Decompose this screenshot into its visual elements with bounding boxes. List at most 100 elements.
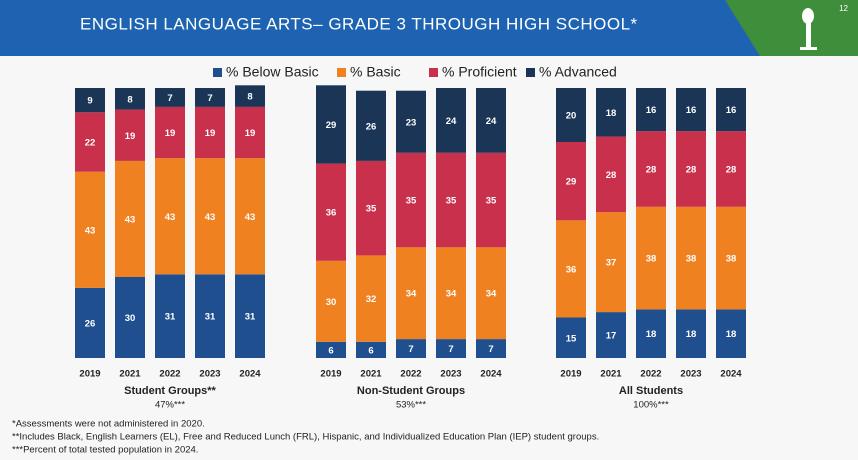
data-label: 7: [448, 344, 453, 355]
bar-segment: [115, 109, 145, 161]
data-label: 24: [446, 116, 457, 127]
bar-segment: [195, 274, 225, 358]
data-label: 19: [125, 131, 136, 142]
data-label: 16: [686, 105, 697, 116]
bar-segment: [155, 158, 185, 275]
data-label: 7: [488, 344, 493, 355]
data-label: 28: [606, 170, 617, 181]
bar-segment: [716, 206, 746, 310]
bar-segment: [676, 206, 706, 310]
bar-segment: [316, 163, 346, 261]
data-label: 19: [205, 128, 216, 139]
x-tick-label: 2019: [320, 369, 341, 380]
data-label: 19: [165, 128, 176, 139]
legend-label: % Basic: [350, 64, 401, 80]
bar-segment: [556, 220, 586, 318]
x-tick-label: 2024: [480, 369, 502, 380]
group-subtitle: 47%***: [155, 400, 185, 411]
data-label: 18: [606, 108, 617, 119]
bar-segment: [115, 277, 145, 358]
bar-segment: [716, 131, 746, 207]
legend-swatch: [337, 68, 346, 77]
data-label: 16: [726, 105, 737, 116]
bar-segment: [476, 152, 506, 248]
bar-segment: [356, 160, 386, 256]
data-label: 28: [686, 165, 697, 176]
bar-segment: [436, 247, 466, 340]
data-label: 36: [326, 208, 337, 219]
bar-segment: [436, 339, 466, 358]
bar-segment: [396, 339, 426, 358]
bar-segment: [636, 88, 666, 132]
bar-segment: [155, 88, 185, 107]
data-label: 9: [87, 96, 92, 107]
legend-label: % Advanced: [539, 64, 617, 80]
bar-segment: [195, 88, 225, 107]
data-label: 36: [566, 264, 577, 275]
x-tick-label: 2019: [560, 369, 581, 380]
bar-segment: [556, 88, 586, 142]
bar-segment: [115, 88, 145, 110]
data-label: 7: [207, 93, 212, 104]
bar-segment: [235, 106, 265, 159]
data-label: 18: [646, 329, 657, 340]
bar-segment: [115, 160, 145, 277]
page-number: 12: [839, 4, 848, 13]
bar-segment: [636, 309, 666, 358]
bar-segment: [596, 136, 626, 213]
x-tick-label: 2019: [79, 369, 100, 380]
bar-segment: [636, 131, 666, 207]
data-label: 23: [406, 117, 417, 128]
data-label: 17: [606, 331, 617, 342]
data-label: 31: [245, 312, 256, 323]
bar-segment: [235, 274, 265, 358]
data-label: 31: [165, 312, 176, 323]
footnote: ***Percent of total tested population in…: [12, 445, 198, 456]
bar-segment: [436, 152, 466, 248]
footnote: *Assessments were not administered in 20…: [12, 419, 205, 430]
x-tick-label: 2022: [640, 369, 661, 380]
data-label: 43: [205, 212, 216, 223]
bar-segment: [75, 112, 105, 172]
bar-segment: [556, 317, 586, 358]
bar-segment: [396, 247, 426, 340]
data-label: 26: [85, 318, 96, 329]
x-tick-label: 2023: [680, 369, 701, 380]
charts: 2643229201930431982021314319720223143197…: [75, 85, 746, 411]
data-label: 24: [486, 116, 497, 127]
bar-segment: [235, 85, 265, 107]
data-label: 19: [245, 128, 256, 139]
x-tick-label: 2021: [119, 369, 141, 380]
bar-segment: [476, 247, 506, 340]
data-label: 34: [486, 289, 497, 300]
data-label: 29: [566, 177, 577, 188]
data-label: 8: [247, 92, 252, 103]
footnote: **Includes Black, English Learners (EL),…: [12, 432, 599, 443]
data-label: 43: [245, 212, 256, 223]
data-label: 31: [205, 312, 216, 323]
data-label: 35: [486, 196, 497, 207]
data-label: 30: [326, 297, 337, 308]
data-label: 7: [408, 344, 413, 355]
data-label: 30: [125, 313, 136, 324]
slide-title: ENGLISH LANGUAGE ARTS– GRADE 3 THROUGH H…: [80, 14, 638, 33]
data-label: 26: [366, 121, 377, 132]
group-title: All Students: [619, 385, 683, 397]
x-tick-label: 2022: [400, 369, 421, 380]
legend-swatch: [526, 68, 535, 77]
bar-segment: [556, 142, 586, 221]
data-label: 18: [726, 329, 737, 340]
data-label: 43: [85, 225, 96, 236]
data-label: 15: [566, 333, 577, 344]
data-label: 32: [366, 294, 377, 305]
data-label: 43: [165, 212, 176, 223]
data-label: 29: [326, 120, 337, 131]
bar-segment: [195, 158, 225, 275]
x-tick-label: 2021: [360, 369, 382, 380]
data-label: 37: [606, 258, 617, 269]
bar-segment: [75, 88, 105, 113]
legend-swatch: [213, 68, 222, 77]
x-tick-label: 2024: [239, 369, 261, 380]
data-label: 6: [368, 345, 373, 356]
